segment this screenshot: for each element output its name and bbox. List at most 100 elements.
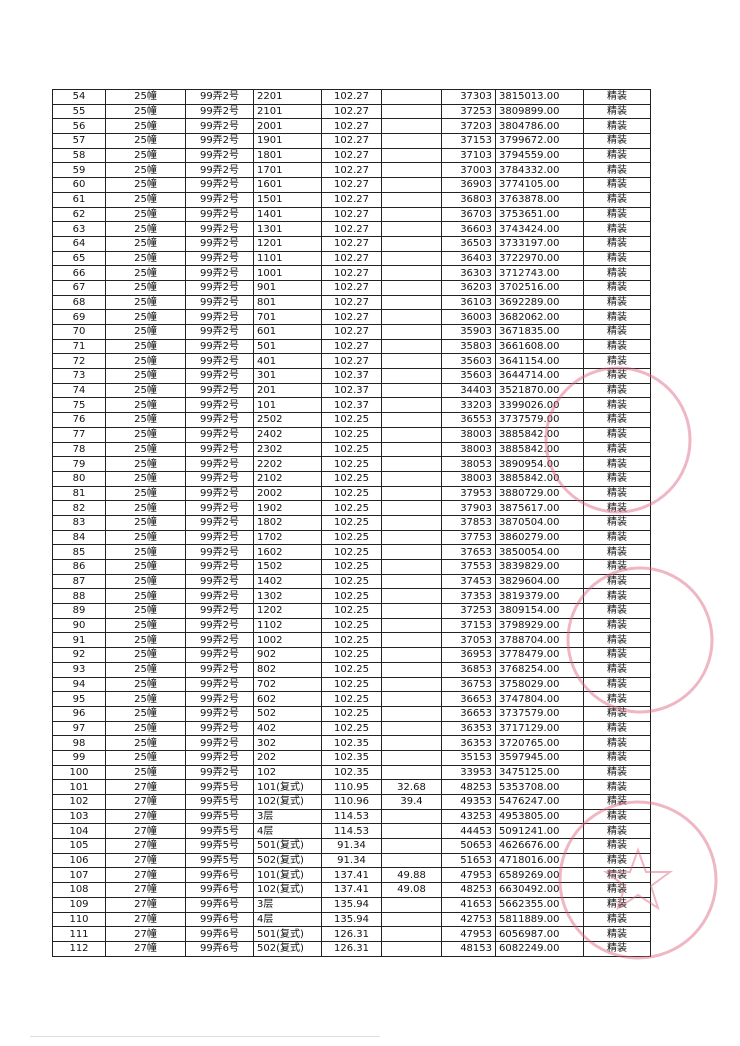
address: 99弄2号 bbox=[185, 235, 254, 252]
row-number: 99 bbox=[52, 749, 106, 766]
unit-price: 36953 bbox=[441, 647, 496, 663]
decoration: 精装 bbox=[583, 162, 651, 179]
decoration: 精装 bbox=[583, 735, 651, 751]
total-price: 3475125.00 bbox=[495, 764, 584, 781]
row-number: 82 bbox=[52, 500, 106, 516]
room: 2502 bbox=[253, 412, 322, 428]
extra-area bbox=[381, 926, 442, 942]
room: 701 bbox=[253, 309, 322, 325]
decoration: 精装 bbox=[583, 661, 651, 678]
area: 102.25 bbox=[321, 720, 382, 737]
area: 135.94 bbox=[321, 911, 382, 928]
row-number: 69 bbox=[52, 309, 106, 325]
building: 27幢 bbox=[105, 911, 186, 928]
unit-price: 33203 bbox=[441, 397, 496, 414]
extra-area bbox=[381, 206, 442, 223]
area: 102.25 bbox=[321, 676, 382, 693]
total-price: 3671835.00 bbox=[495, 324, 584, 340]
building: 25幢 bbox=[105, 147, 186, 164]
unit-price: 35603 bbox=[441, 368, 496, 384]
building: 25幢 bbox=[105, 456, 186, 472]
extra-area bbox=[381, 412, 442, 428]
table-row: 78 25幢 99弄2号 2302 102.25 38003 3885842.00 精装 bbox=[52, 441, 651, 458]
building: 27幢 bbox=[105, 794, 186, 810]
row-number: 90 bbox=[52, 617, 106, 634]
room: 1201 bbox=[253, 235, 322, 252]
address: 99弄2号 bbox=[185, 749, 254, 766]
area: 102.25 bbox=[321, 647, 382, 663]
total-price: 3829604.00 bbox=[495, 573, 584, 590]
area: 102.37 bbox=[321, 368, 382, 384]
area: 110.95 bbox=[321, 779, 382, 795]
area: 102.25 bbox=[321, 573, 382, 590]
address: 99弄5号 bbox=[185, 779, 254, 795]
table-row: 83 25幢 99弄2号 1802 102.25 37853 3870504.00 精装 bbox=[52, 514, 651, 531]
row-number: 72 bbox=[52, 353, 106, 370]
row-number: 81 bbox=[52, 485, 106, 502]
total-price: 3597945.00 bbox=[495, 749, 584, 766]
table-row: 86 25幢 99弄2号 1502 102.25 37553 3839829.00 精装 bbox=[52, 559, 651, 575]
row-number: 60 bbox=[52, 177, 106, 193]
decoration: 精装 bbox=[583, 456, 651, 472]
table-row: 74 25幢 99弄2号 201 102.37 34403 3521870.00 精装 bbox=[52, 382, 651, 399]
room: 702 bbox=[253, 676, 322, 693]
building: 25幢 bbox=[105, 368, 186, 384]
unit-price: 36653 bbox=[441, 705, 496, 722]
unit-price: 47953 bbox=[441, 926, 496, 942]
table-row: 71 25幢 99弄2号 501 102.27 35803 3661608.00 精装 bbox=[52, 338, 651, 355]
room: 1202 bbox=[253, 603, 322, 619]
table-row: 66 25幢 99弄2号 1001 102.27 36303 3712743.00 精装 bbox=[52, 265, 651, 281]
unit-price: 37153 bbox=[441, 133, 496, 149]
decoration: 精装 bbox=[583, 147, 651, 164]
table-row: 64 25幢 99弄2号 1201 102.27 36503 3733197.00 精装 bbox=[52, 235, 651, 252]
room: 2002 bbox=[253, 485, 322, 502]
table-row: 85 25幢 99弄2号 1602 102.25 37653 3850054.00 精装 bbox=[52, 544, 651, 560]
total-price: 3768254.00 bbox=[495, 661, 584, 678]
decoration: 精装 bbox=[583, 265, 651, 281]
total-price: 3880729.00 bbox=[495, 485, 584, 502]
unit-price: 33953 bbox=[441, 764, 496, 781]
total-price: 3885842.00 bbox=[495, 426, 584, 443]
address: 99弄2号 bbox=[185, 191, 254, 208]
building: 25幢 bbox=[105, 514, 186, 531]
unit-price: 36653 bbox=[441, 691, 496, 707]
room: 1402 bbox=[253, 573, 322, 590]
building: 25幢 bbox=[105, 324, 186, 340]
decoration: 精装 bbox=[583, 191, 651, 208]
total-price: 3717129.00 bbox=[495, 720, 584, 737]
decoration: 精装 bbox=[583, 823, 651, 840]
decoration: 精装 bbox=[583, 852, 651, 869]
area: 102.25 bbox=[321, 559, 382, 575]
building: 25幢 bbox=[105, 749, 186, 766]
extra-area bbox=[381, 265, 442, 281]
address: 99弄5号 bbox=[185, 823, 254, 840]
total-price: 3850054.00 bbox=[495, 544, 584, 560]
unit-price: 36853 bbox=[441, 661, 496, 678]
total-price: 3784332.00 bbox=[495, 162, 584, 179]
building: 27幢 bbox=[105, 926, 186, 942]
table-row: 81 25幢 99弄2号 2002 102.25 37953 3880729.00 精装 bbox=[52, 485, 651, 502]
unit-price: 34403 bbox=[441, 382, 496, 399]
decoration: 精装 bbox=[583, 588, 651, 605]
row-number: 89 bbox=[52, 603, 106, 619]
row-number: 61 bbox=[52, 191, 106, 208]
extra-area bbox=[381, 221, 442, 237]
unit-price: 35603 bbox=[441, 353, 496, 370]
decoration: 精装 bbox=[583, 118, 651, 135]
area: 102.25 bbox=[321, 485, 382, 502]
row-number: 75 bbox=[52, 397, 106, 414]
total-price: 4718016.00 bbox=[495, 852, 584, 869]
building: 25幢 bbox=[105, 720, 186, 737]
row-number: 65 bbox=[52, 250, 106, 267]
unit-price: 37203 bbox=[441, 118, 496, 135]
area: 102.27 bbox=[321, 221, 382, 237]
area: 102.27 bbox=[321, 177, 382, 193]
building: 25幢 bbox=[105, 177, 186, 193]
total-price: 3758029.00 bbox=[495, 676, 584, 693]
total-price: 5811889.00 bbox=[495, 911, 584, 928]
total-price: 3737579.00 bbox=[495, 412, 584, 428]
table-row: 106 27幢 99弄5号 502(复式) 91.34 51653 4718016.00 精装 bbox=[52, 852, 651, 869]
building: 25幢 bbox=[105, 221, 186, 237]
extra-area bbox=[381, 544, 442, 560]
unit-price: 37303 bbox=[441, 89, 496, 105]
